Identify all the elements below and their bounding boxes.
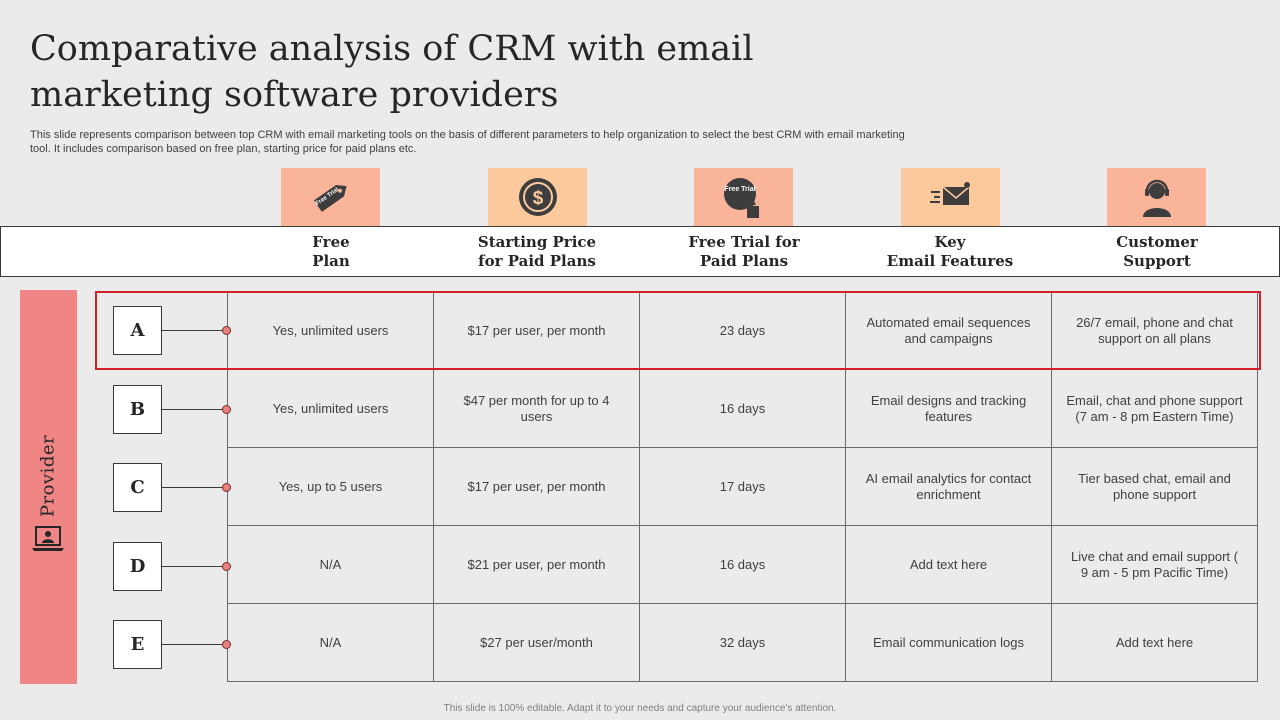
table-cell: $27 per user/month <box>433 603 640 682</box>
svg-text:$: $ <box>532 188 543 209</box>
row-e-dot <box>222 640 231 649</box>
provider-d-box: D <box>113 542 162 591</box>
row-b-connector <box>162 409 228 410</box>
row-d-dot <box>222 562 231 571</box>
free-trial-click-icon: Free Trial <box>723 178 759 218</box>
free-trial-icon-box: Free Trial <box>694 168 793 226</box>
table-cell: $47 per month for up to 4 users <box>433 369 640 448</box>
laptop-user-icon <box>32 526 64 551</box>
column-header-email-features: Key Email Features <box>886 233 1014 270</box>
free-plan-icon-box: Free Trial <box>281 168 380 226</box>
table-cell: 23 days <box>639 291 846 370</box>
email-send-icon <box>929 182 970 205</box>
column-header-free-trial: Free Trial for Paid Plans <box>688 233 800 270</box>
table-cell: Tier based chat, email and phone support <box>1051 447 1258 526</box>
slide-footer: This slide is 100% editable. Adapt it to… <box>443 703 837 714</box>
table-cell: 26/7 email, phone and chat support on al… <box>1051 291 1258 370</box>
support-agent-icon <box>1142 179 1171 217</box>
column-header-band <box>0 226 1280 277</box>
table-cell: 16 days <box>639 525 846 604</box>
table-cell: Live chat and email support ( 9 am - 5 p… <box>1051 525 1258 604</box>
customer-support-icon-box <box>1107 168 1206 226</box>
comparison-table: Yes, unlimited users $17 per user, per m… <box>227 291 1258 682</box>
table-cell: 17 days <box>639 447 846 526</box>
row-e-connector <box>162 644 228 645</box>
table-row-a: Yes, unlimited users $17 per user, per m… <box>227 291 1258 370</box>
provider-e-box: E <box>113 620 162 669</box>
table-cell: Yes, unlimited users <box>227 291 434 370</box>
table-cell: 16 days <box>639 369 846 448</box>
table-cell: Automated email sequences and campaigns <box>845 291 1052 370</box>
table-cell: Yes, unlimited users <box>227 369 434 448</box>
free-trial-tag-icon: Free Trial <box>313 184 347 212</box>
provider-sidebar <box>20 290 77 684</box>
table-row-c: Yes, up to 5 users $17 per user, per mon… <box>227 447 1258 526</box>
email-features-icon-box <box>901 168 1000 226</box>
column-header-customer-support: Customer Support <box>1116 233 1198 270</box>
provider-b-box: B <box>113 385 162 434</box>
table-cell: Add text here <box>1051 603 1258 682</box>
row-b-dot <box>222 405 231 414</box>
row-c-connector <box>162 487 228 488</box>
provider-label: Provider <box>37 434 59 518</box>
slide-title: Comparative analysis of CRM with email m… <box>30 29 754 115</box>
starting-price-icon-box: $ <box>488 168 587 226</box>
table-cell: N/A <box>227 525 434 604</box>
table-cell: Yes, up to 5 users <box>227 447 434 526</box>
table-row-b: Yes, unlimited users $47 per month for u… <box>227 369 1258 448</box>
table-row-e: N/A $27 per user/month 32 days Email com… <box>227 603 1258 682</box>
table-cell: Add text here <box>845 525 1052 604</box>
table-cell: AI email analytics for contact enrichmen… <box>845 447 1052 526</box>
table-cell: $17 per user, per month <box>433 447 640 526</box>
table-cell: $17 per user, per month <box>433 291 640 370</box>
table-cell: $21 per user, per month <box>433 525 640 604</box>
table-row-d: N/A $21 per user, per month 16 days Add … <box>227 525 1258 604</box>
row-c-dot <box>222 483 231 492</box>
provider-a-box: A <box>113 306 162 355</box>
free-trial-button-text: Free Trial <box>724 186 755 193</box>
table-cell: Email designs and tracking features <box>845 369 1052 448</box>
row-a-connector <box>162 330 228 331</box>
row-d-connector <box>162 566 228 567</box>
table-cell: Email, chat and phone support (7 am - 8 … <box>1051 369 1258 448</box>
slide-subtitle: This slide represents comparison between… <box>30 129 905 155</box>
table-cell: Email communication logs <box>845 603 1052 682</box>
row-a-dot <box>222 326 231 335</box>
table-cell: N/A <box>227 603 434 682</box>
dollar-coin-icon: $ <box>518 178 557 216</box>
column-header-starting-price: Starting Price for Paid Plans <box>477 233 597 270</box>
column-header-free-plan: Free Plan <box>312 233 350 270</box>
table-cell: 32 days <box>639 603 846 682</box>
provider-c-box: C <box>113 463 162 512</box>
